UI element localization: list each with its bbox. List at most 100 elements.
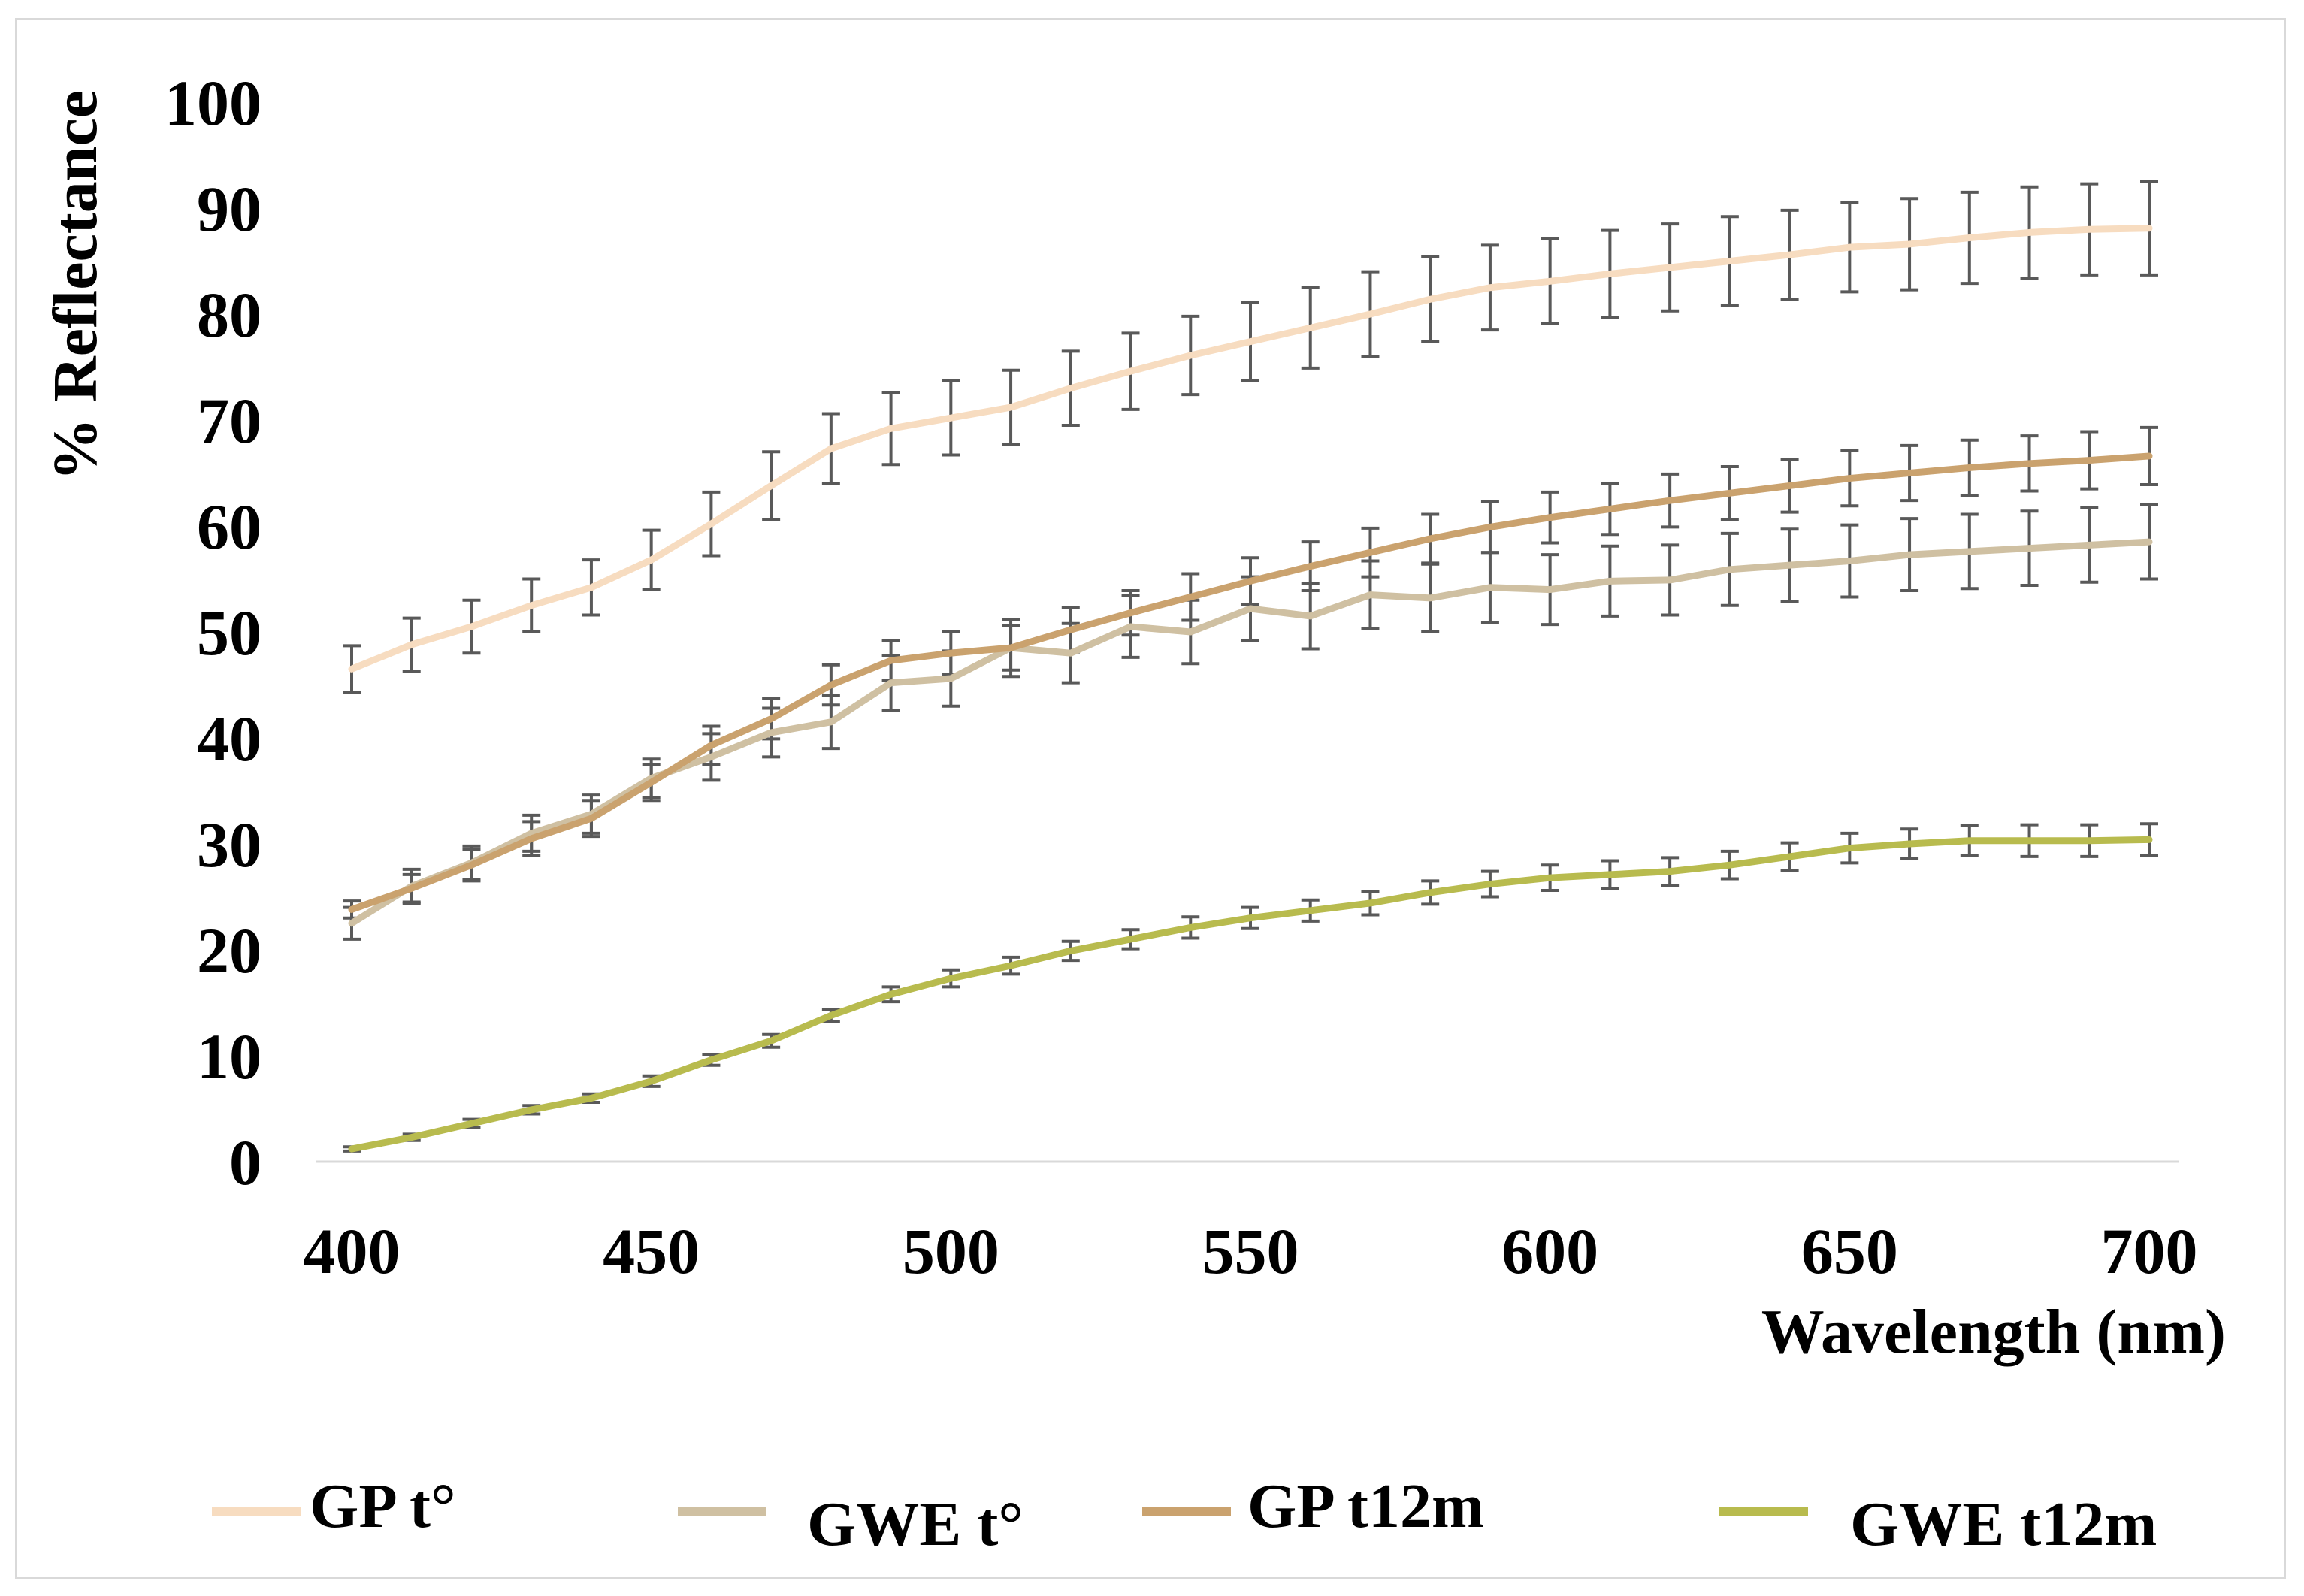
data-point [1069,628,1072,632]
series-line-2 [348,452,2153,913]
data-point [1848,559,1852,563]
x-tick-label: 700 [2101,1215,2198,1287]
y-tick-label: 100 [165,67,262,139]
data-point [589,817,593,821]
y-tick-label: 0 [229,1126,262,1199]
data-point [1788,854,1791,858]
data-point [949,977,953,981]
data-point [1189,926,1193,929]
data-point [589,585,593,589]
data-point [770,717,773,721]
data-point [770,484,773,488]
y-tick-label: 90 [197,173,262,245]
data-point [589,1096,593,1100]
x-tick-label: 650 [1801,1215,1898,1287]
y-tick-label: 80 [197,279,262,351]
data-point [1548,515,1552,519]
y-tick-label: 70 [197,385,262,457]
data-point [889,681,893,685]
data-point [1967,466,1971,470]
data-point [1249,916,1252,920]
data-point [2148,838,2151,842]
data-point [350,921,353,925]
data-point [1608,872,1612,876]
data-point [2027,231,2031,234]
legend: GP t° GWE t° GP t12m GWE t12m [212,1471,2157,1559]
data-point [1488,585,1492,589]
data-point [949,416,953,420]
data-point [1249,606,1252,610]
data-point [1368,551,1372,555]
data-point [470,1122,473,1126]
data-point [649,781,653,784]
data-point [2088,458,2091,462]
x-tick-label: 400 [304,1215,401,1287]
x-axis-title: Wavelength (nm) [1761,1297,2226,1367]
data-point [829,1014,833,1017]
data-point [709,755,713,759]
data-point [1668,499,1672,503]
data-point [1189,630,1193,633]
data-point [709,1058,713,1062]
data-point [1788,253,1791,257]
data-point [1668,265,1672,269]
data-point [530,831,534,835]
chart-frame [15,18,2286,1579]
data-point [1728,491,1731,495]
data-point [1908,553,1912,557]
data-point [1908,471,1912,475]
data-point [1848,476,1852,480]
data-point [530,603,534,607]
y-tick-label: 20 [197,914,262,987]
data-point [1488,525,1492,529]
data-point [649,1079,653,1083]
data-point [1429,537,1432,540]
data-point [2088,839,2091,842]
data-point [2148,226,2151,230]
data-point [1728,863,1731,867]
data-point [1009,406,1013,410]
y-tick-label: 40 [197,703,262,775]
data-point [709,743,713,747]
data-point [1129,611,1132,615]
y-tick-label: 50 [197,597,262,669]
data-point [829,720,833,724]
data-point [829,447,833,451]
data-point [350,908,353,911]
data-point [1249,579,1252,583]
data-point [470,624,473,628]
data-point [2088,543,2091,547]
data-point [2027,461,2031,465]
data-point [889,659,893,663]
data-point [1488,882,1492,886]
data-point [1728,259,1731,263]
data-point [350,667,353,671]
data-point [1908,242,1912,246]
legend-item: GP t° [212,1471,456,1541]
data-point [949,677,953,681]
series-lines [348,225,2153,1153]
data-point [1429,298,1432,301]
data-point [1368,593,1372,597]
data-point [1668,869,1672,873]
data-point [1908,842,1912,845]
data-point [889,993,893,996]
data-point [1009,646,1013,650]
data-point [1967,839,1971,842]
data-point [1967,236,1971,240]
tick-labels: 0 10 20 30 40 50 60 70 80 90 100 400 450 500 550 600 650… [165,67,2198,1287]
data-point [1429,596,1432,600]
data-point [1848,246,1852,249]
data-point [410,887,413,890]
data-point [1129,624,1132,628]
data-point [2148,540,2151,544]
error-bars [343,180,2158,1153]
data-point [1668,578,1672,582]
data-point [649,558,653,562]
legend-label: GWE t12m [1850,1489,2157,1559]
data-point [889,427,893,431]
data-point [350,1147,353,1151]
x-tick-label: 600 [1501,1215,1598,1287]
data-point [1548,588,1552,591]
